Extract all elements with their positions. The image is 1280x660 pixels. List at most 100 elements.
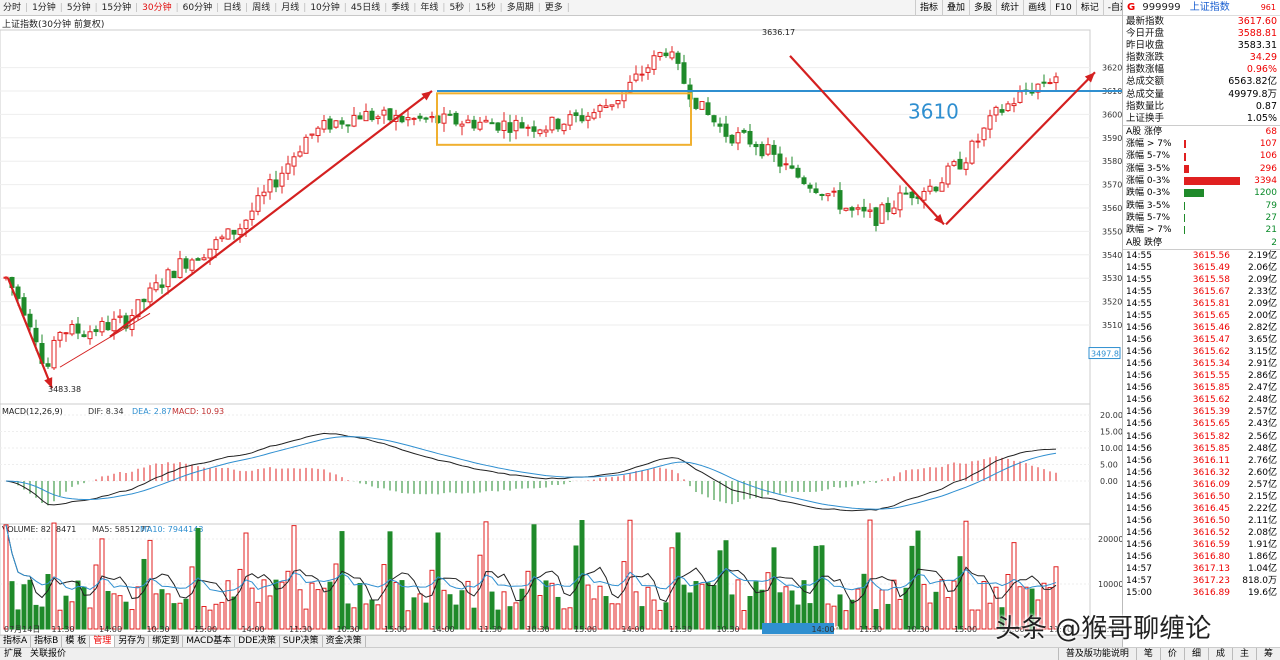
period-14[interactable]: 15秒 <box>475 2 496 13</box>
tick-amount: 2.09亿 <box>1247 274 1277 285</box>
candle-body <box>105 322 111 331</box>
indicator-tab-0[interactable]: 指标A <box>0 636 32 647</box>
price-tick-label: 3560 <box>1102 204 1122 213</box>
status-button-6[interactable]: 筹 <box>1255 648 1280 660</box>
status-button-1[interactable]: 笔 <box>1135 648 1160 660</box>
tool-button-0[interactable]: 指标 <box>915 0 942 16</box>
expand-button[interactable]: 扩展 <box>4 649 23 659</box>
tool-button-7[interactable]: -自选 <box>1102 0 1133 16</box>
volume-bar <box>285 570 291 630</box>
tick-row: 14:56 3615.39 2.57亿 <box>1123 406 1280 418</box>
time-label: 14:00 <box>812 625 835 634</box>
indicator-tab-7[interactable]: DDE决策 <box>235 636 280 647</box>
period-15[interactable]: 多周期 <box>506 2 534 13</box>
period-11[interactable]: 季线 <box>391 2 410 13</box>
candle-body <box>165 269 171 288</box>
indicator-tab-6[interactable]: MACD基本 <box>183 636 236 647</box>
candle-body <box>633 73 639 81</box>
tick-row: 14:55 3615.58 2.09亿 <box>1123 274 1280 286</box>
candle-body <box>525 126 531 129</box>
tick-time: 14:56 <box>1126 395 1152 406</box>
period-7[interactable]: 周线 <box>252 2 271 13</box>
status-button-0[interactable]: 普及版功能说明 <box>1057 648 1136 660</box>
tick-list[interactable]: 14:55 3615.56 2.19亿 14:55 3615.49 2.06亿 14:55 3… <box>1123 250 1280 599</box>
indicator-tab-3[interactable]: 管理 <box>90 636 116 647</box>
candle-body <box>33 327 39 343</box>
period-12[interactable]: 年线 <box>420 2 439 13</box>
time-label: 11:30 <box>669 625 692 634</box>
period-8[interactable]: 月线 <box>281 2 300 13</box>
tick-price: 3617.23 <box>1192 576 1230 587</box>
quote-row: 指数量比 0.87 <box>1123 101 1280 113</box>
indicator-tab-9[interactable]: 资金决策 <box>323 636 366 647</box>
quote-key: 最新指数 <box>1126 16 1165 27</box>
volume-bar <box>549 582 555 630</box>
candle-body <box>921 190 927 201</box>
volume-bar <box>453 604 459 630</box>
linked-quote-button[interactable]: 关联报价 <box>30 649 67 659</box>
period-3[interactable]: 15分钟 <box>101 2 132 13</box>
tool-button-4[interactable]: 画线 <box>1023 0 1050 16</box>
period-9[interactable]: 10分钟 <box>310 2 340 13</box>
quote-row: 总成交量 49979.8万 <box>1123 89 1280 101</box>
volume-bar <box>279 581 285 630</box>
tool-button-1[interactable]: 叠加 <box>942 0 969 16</box>
indicator-tab-8[interactable]: SUP决策 <box>280 636 323 647</box>
candle-body <box>189 259 195 271</box>
indicator-tab-4[interactable]: 另存为 <box>115 636 150 647</box>
volume-bar <box>57 609 63 630</box>
status-button-4[interactable]: 成 <box>1207 648 1232 660</box>
candle-body <box>681 62 687 84</box>
period-16[interactable]: 更多 <box>544 2 563 13</box>
tool-button-5[interactable]: F10 <box>1050 0 1076 16</box>
period-1[interactable]: 1分钟 <box>32 2 56 13</box>
period-13[interactable]: 5秒 <box>449 2 465 13</box>
candle-body <box>573 112 579 116</box>
tick-row: 14:56 3616.50 2.15亿 <box>1123 491 1280 503</box>
candle-body <box>753 143 759 148</box>
indicator-tab-5[interactable]: 绑定到 <box>149 636 184 647</box>
breadth-key: 涨幅 > 7% <box>1126 139 1172 150</box>
period-2[interactable]: 5分钟 <box>66 2 91 13</box>
status-button-3[interactable]: 细 <box>1183 648 1208 660</box>
candle-body <box>267 179 273 193</box>
symbol-name[interactable]: 上证指数 <box>1189 2 1230 13</box>
period-0[interactable]: 分时 <box>3 2 22 13</box>
period-6[interactable]: 日线 <box>223 2 242 13</box>
volume-bar <box>1005 573 1011 630</box>
volume-bar <box>945 597 951 630</box>
volume-bar <box>675 532 681 630</box>
kline-chart[interactable]: 3620 3610 3600 3590 3580 3570 3560 3550 3540 3530… <box>0 16 1122 635</box>
toolbar-divider: | <box>468 2 472 13</box>
breadth-row: 涨幅 > 7% 107 <box>1123 138 1280 150</box>
indicator-tab-2[interactable]: 模 板 <box>62 636 91 647</box>
volume-bar <box>783 586 789 630</box>
time-label: 14:00 <box>99 625 122 634</box>
volume-bar <box>429 569 435 630</box>
period-4[interactable]: 30分钟 <box>142 2 172 13</box>
tool-button-3[interactable]: 统计 <box>996 0 1023 16</box>
period-5[interactable]: 60分钟 <box>182 2 213 13</box>
candle-body <box>345 124 351 127</box>
status-button-2[interactable]: 价 <box>1159 648 1184 660</box>
price-tick-label: 3520 <box>1102 298 1122 307</box>
volume-bar <box>99 538 105 630</box>
toolbar-divider: | <box>94 2 98 13</box>
candle-body <box>897 192 903 211</box>
candle-body <box>507 122 513 133</box>
period-10[interactable]: 45日线 <box>350 2 381 13</box>
tick-price: 3615.81 <box>1192 299 1230 309</box>
volume-bar <box>801 580 807 630</box>
candle-body <box>927 185 933 192</box>
candle-body <box>27 313 33 328</box>
volume-bar <box>357 582 363 630</box>
tool-button-2[interactable]: 多股 <box>969 0 996 16</box>
status-button-5[interactable]: 主 <box>1231 648 1256 660</box>
tick-time: 14:56 <box>1126 323 1152 334</box>
volume-bar <box>633 591 639 630</box>
candle-body <box>321 120 327 130</box>
indicator-tab-1[interactable]: 指标B <box>31 636 63 647</box>
tool-button-6[interactable]: 标记 <box>1075 0 1103 16</box>
candle-body <box>417 115 423 119</box>
macd-tick-label: 5.00 <box>1100 461 1118 470</box>
